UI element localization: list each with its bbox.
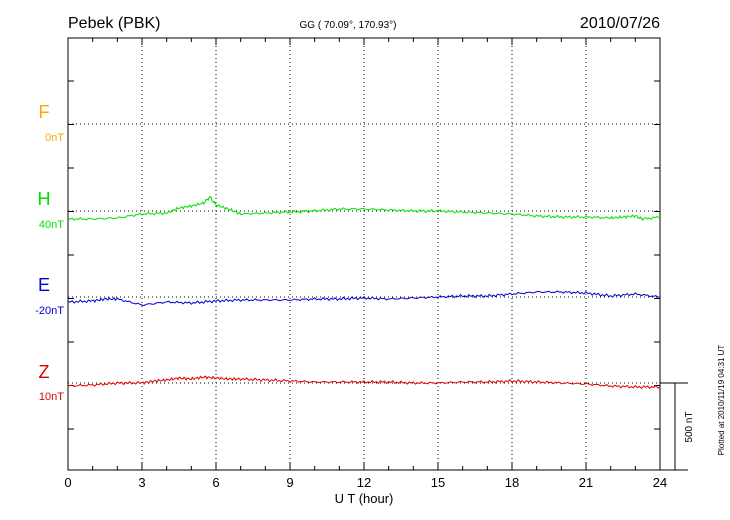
- x-tick-label: 21: [579, 475, 593, 490]
- series-offset-f: 0nT: [45, 132, 64, 144]
- chart-date: 2010/07/26: [580, 15, 660, 32]
- scale-bar: 500 nT: [660, 382, 695, 471]
- series-offset-e: -20nT: [35, 305, 64, 317]
- series-lines: [67, 195, 661, 390]
- station-title: Pebek (PBK): [68, 15, 160, 32]
- series-name-f: F: [39, 102, 50, 122]
- series-line-z: [67, 375, 661, 390]
- scale-bar-label: 500 nT: [684, 411, 695, 442]
- series-offset-h: 40nT: [39, 219, 64, 231]
- series-name-e: E: [38, 275, 50, 295]
- x-tick-label: 6: [212, 475, 219, 490]
- x-axis-label: U T (hour): [335, 491, 394, 506]
- x-tick-label: 9: [286, 475, 293, 490]
- station-coords: GG ( 70.09°, 170.93°): [300, 20, 397, 31]
- x-tick-label: 15: [431, 475, 445, 490]
- series-labels: F 0nT H 40nT E -20nT Z 10nT: [35, 102, 64, 403]
- x-tick-label: 24: [653, 475, 667, 490]
- series-offset-z: 10nT: [39, 391, 64, 403]
- x-tick-label: 3: [138, 475, 145, 490]
- x-tick-label: 18: [505, 475, 519, 490]
- x-tick-label: 12: [357, 475, 371, 490]
- series-name-z: Z: [39, 362, 50, 382]
- series-name-h: H: [38, 189, 51, 209]
- x-tick-labels: 0 3 6 9 12 15 18 21 24: [64, 475, 667, 490]
- series-line-e: [67, 290, 661, 307]
- x-tick-label: 0: [64, 475, 71, 490]
- series-line-h: [67, 195, 661, 222]
- grid-lines: [68, 38, 660, 470]
- plotted-timestamp: Plotted at 2010/11/19 04:31 UT: [717, 345, 726, 456]
